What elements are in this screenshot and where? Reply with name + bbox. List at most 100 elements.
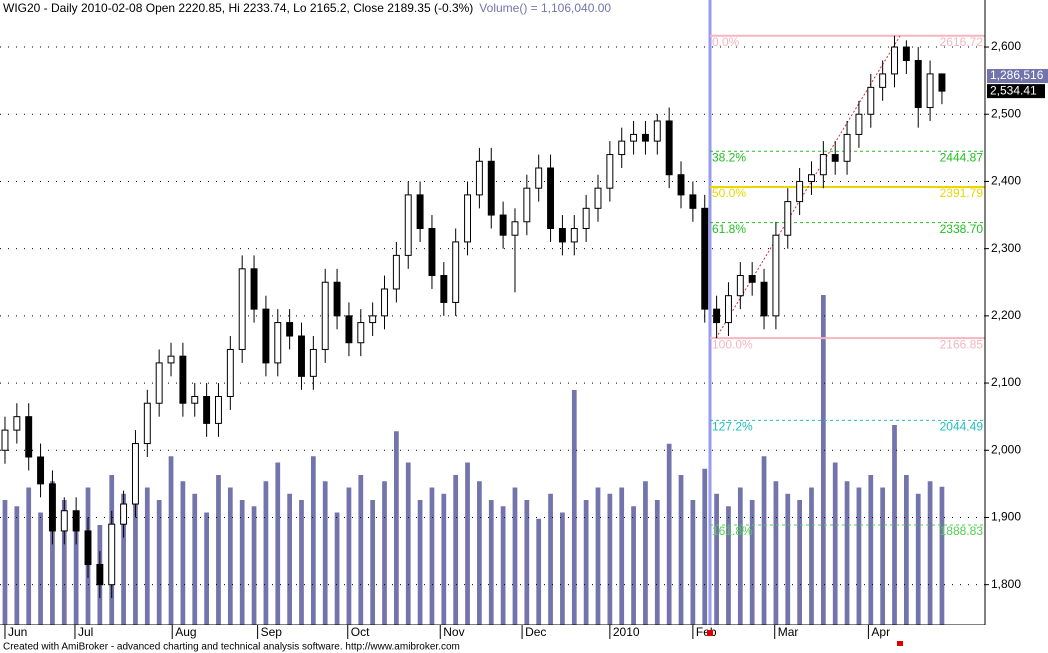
fib-value-label: 2391.79 — [940, 186, 984, 200]
fib-label: 61.8% — [712, 222, 746, 236]
candle-body — [499, 214, 507, 236]
volume-bar — [216, 475, 221, 625]
candle-body — [309, 348, 317, 377]
candle-body — [333, 281, 341, 317]
volume-bar — [939, 486, 945, 625]
candle-body — [392, 254, 400, 290]
candle-body — [179, 355, 187, 404]
volume-bar — [714, 493, 719, 625]
candle-body — [452, 241, 460, 303]
axis-layer: 1,800 1,900 2,000 2,100 2,200 2,300 2,400 2,500… — [4, 39, 1048, 639]
y-tick-label: 2,000 — [991, 442, 1021, 456]
candle-body — [250, 268, 258, 310]
volume-bar — [465, 462, 470, 625]
fib-label: 0.0% — [712, 35, 740, 49]
candle-body — [558, 227, 566, 243]
candle-body — [298, 335, 305, 377]
candle-body — [381, 288, 388, 317]
candle-body — [914, 59, 922, 109]
volume-bar — [524, 500, 530, 625]
volume-title: Volume() = 1,106,040.00 — [479, 1, 611, 15]
volume-bar — [666, 443, 672, 625]
candle-body — [120, 503, 128, 525]
candle-body — [286, 322, 294, 337]
candle-body — [665, 120, 673, 176]
volume-bar — [536, 518, 542, 625]
candle-body — [641, 133, 649, 142]
volume-bar — [773, 481, 779, 625]
volume-bar — [263, 481, 269, 625]
volume-marker-label: 1,286,516 — [990, 68, 1044, 82]
x-tick-label: Jul — [78, 625, 93, 639]
volume-bar — [903, 475, 909, 625]
candle-body — [867, 86, 875, 115]
volume-bar — [61, 500, 67, 625]
candle-body — [321, 281, 329, 350]
volume-bar — [595, 487, 601, 625]
candle-body — [215, 396, 222, 424]
x-axis-strip — [0, 625, 985, 640]
volume-bar — [287, 493, 293, 625]
candle-body — [475, 160, 483, 196]
volume-bar — [607, 493, 613, 625]
volume-bar — [38, 512, 43, 625]
candle-body — [926, 73, 934, 109]
volume-bar — [394, 431, 399, 625]
candle-body — [713, 308, 721, 324]
candle-body — [796, 180, 804, 203]
candle-body — [428, 227, 436, 277]
fib-value-label: 2444.87 — [940, 150, 984, 164]
volume-bar — [654, 500, 660, 625]
candle-body — [262, 308, 270, 364]
volume-bar — [441, 493, 447, 625]
volume-bar — [560, 512, 565, 625]
volume-bar — [192, 493, 198, 625]
volume-bar — [737, 487, 743, 625]
volume-bar — [832, 462, 838, 625]
candle-body — [155, 362, 163, 404]
candle-body — [902, 46, 910, 61]
candle-body — [523, 187, 531, 223]
fibonacci-layer: 0.0% 2616.72 38.2% 2444.87 50.0% 2391.79 61.8%… — [710, 34, 985, 538]
fib-label: 127.2% — [712, 420, 753, 434]
candle-body — [191, 396, 199, 404]
trend-line — [715, 35, 901, 339]
candle-body — [25, 416, 33, 458]
candle-body — [891, 46, 898, 75]
volume-bar — [310, 456, 316, 625]
candle-body — [808, 174, 815, 182]
y-tick-label: 2,200 — [991, 308, 1021, 322]
fib-value-label: 2166.85 — [940, 337, 984, 351]
volume-bar — [121, 493, 126, 625]
x-tick-label: Sep — [261, 625, 283, 639]
volume-bar — [275, 462, 281, 625]
candle-body — [701, 207, 709, 310]
candle-body — [630, 133, 638, 142]
candle-body — [60, 510, 68, 532]
candle-body — [843, 133, 851, 162]
volume-bar — [405, 462, 411, 625]
volume-bar — [820, 295, 826, 625]
candle-body — [238, 268, 246, 350]
volume-bar — [144, 487, 150, 625]
volume-bar — [370, 500, 376, 625]
candle-body — [760, 281, 768, 317]
x-tick-label: Oct — [351, 625, 370, 639]
x-tick-label: 2010 — [613, 625, 640, 639]
candle-body — [131, 443, 139, 505]
volume-bar — [346, 487, 352, 625]
candle-body — [855, 113, 863, 135]
candle-body — [819, 154, 827, 176]
x-tick-label: Apr — [871, 625, 890, 639]
last-price-box — [987, 84, 1045, 99]
fib-value-label: 2044.49 — [940, 420, 984, 434]
fib-value-label: 2338.70 — [940, 222, 984, 236]
candle-body — [37, 456, 45, 485]
y-tick-label: 2,600 — [991, 39, 1021, 53]
candle-body — [653, 120, 661, 142]
fib-label: 38.2% — [712, 150, 746, 164]
volume-bar — [927, 481, 933, 625]
marker — [897, 641, 903, 646]
candle-body — [547, 167, 555, 229]
candle-body — [724, 295, 732, 324]
